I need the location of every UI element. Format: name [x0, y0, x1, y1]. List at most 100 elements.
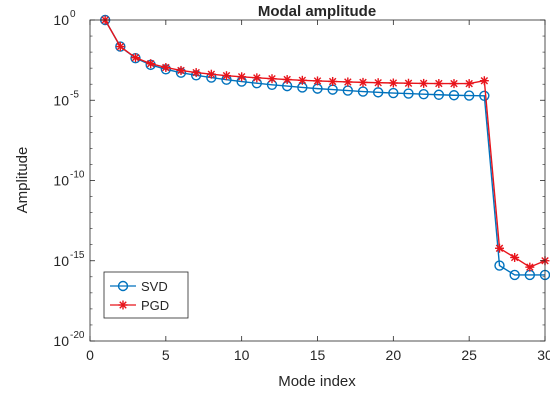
- x-tick-label: 25: [461, 347, 477, 363]
- data-point-svd: [448, 90, 460, 101]
- x-axis-label: Mode index: [278, 373, 356, 390]
- y-tick-exponent: -15: [70, 250, 85, 261]
- y-tick-exponent: -10: [70, 170, 85, 181]
- data-point-pgd: [161, 62, 171, 72]
- data-point-pgd: [206, 69, 216, 79]
- y-tick-label: 10: [53, 12, 69, 28]
- data-point-pgd: [313, 76, 322, 86]
- data-point-pgd-stroke: [419, 79, 428, 88]
- x-tick-labels: 0 5 10 15 20 25 30: [86, 347, 550, 363]
- x-tick-label: 15: [310, 347, 326, 363]
- legend-marker-pgd: [118, 300, 128, 310]
- data-point-pgd-stroke: [192, 68, 200, 77]
- legend-entry-pgd: PGD: [110, 298, 169, 313]
- y-tick-exponent: -5: [70, 89, 79, 100]
- data-point-pgd-stroke: [374, 78, 382, 87]
- axes-layer: [89, 19, 546, 342]
- data-point-svd: [463, 90, 475, 101]
- data-point-svd: [372, 87, 384, 98]
- data-point-pgd-stroke: [268, 74, 276, 83]
- data-point-pgd-stroke: [328, 77, 337, 86]
- data-point-pgd-stroke: [283, 75, 291, 84]
- data-point-pgd-stroke: [222, 71, 231, 80]
- data-point-pgd: [419, 78, 429, 88]
- data-point-pgd: [510, 252, 520, 262]
- legend: SVD PGD: [103, 271, 189, 319]
- y-tick-exponent: 0: [70, 9, 76, 20]
- chart-title: Modal amplitude: [258, 3, 376, 20]
- data-point-pgd-stroke: [162, 63, 170, 72]
- data-point-pgd: [449, 79, 459, 89]
- data-point-svd: [509, 269, 520, 281]
- data-point-pgd: [495, 243, 504, 253]
- data-point-pgd: [282, 75, 292, 85]
- data-point-pgd: [146, 59, 156, 69]
- data-point-pgd-stroke: [389, 79, 398, 87]
- data-point-pgd: [131, 53, 140, 63]
- data-point-pgd-stroke: [237, 73, 246, 81]
- data-point-pgd-stroke: [116, 42, 125, 51]
- y-axis-label: Amplitude: [14, 147, 31, 214]
- data-point-pgd-stroke: [465, 79, 473, 88]
- data-point-pgd-stroke: [435, 79, 443, 88]
- data-point-pgd: [343, 77, 353, 87]
- y-tick-label: 10: [53, 92, 69, 108]
- data-point-svd: [418, 88, 429, 100]
- series-layer: [99, 14, 550, 281]
- x-tick-label: 30: [537, 347, 550, 363]
- x-tick-label: 10: [234, 347, 250, 363]
- legend-svd-marker: [117, 280, 129, 292]
- legend-marker-svd: [117, 280, 129, 292]
- data-point-pgd: [388, 78, 398, 88]
- y-tick-label: 10: [53, 173, 69, 189]
- data-point-pgd-stroke: [480, 76, 489, 85]
- y-tick-exponent: -20: [70, 330, 85, 341]
- data-point-pgd: [404, 78, 413, 88]
- data-point-pgd-stroke: [510, 253, 519, 262]
- data-point-pgd: [328, 76, 338, 86]
- data-point-pgd-stroke: [146, 59, 155, 68]
- data-point-svd: [403, 88, 414, 99]
- data-point-pgd: [176, 65, 186, 75]
- data-point-pgd: [222, 71, 231, 81]
- data-point-pgd: [479, 76, 489, 86]
- data-point-pgd: [237, 72, 247, 82]
- data-point-pgd-stroke: [298, 76, 307, 85]
- data-point-svd: [433, 89, 445, 100]
- data-point-pgd-stroke: [495, 244, 504, 252]
- data-point-pgd-stroke: [344, 78, 352, 86]
- data-point-pgd-stroke: [253, 74, 261, 82]
- data-point-pgd-stroke: [313, 77, 322, 85]
- data-point-pgd-stroke: [359, 78, 367, 87]
- x-tick-label: 20: [386, 347, 402, 363]
- legend-marker-pgd-stroke: [119, 301, 127, 309]
- data-point-pgd: [373, 78, 383, 88]
- data-point-svd: [494, 260, 505, 271]
- data-point-svd: [388, 87, 399, 99]
- series-pgd: [100, 15, 550, 272]
- legend-box: [103, 271, 189, 319]
- data-point-svd: [357, 86, 369, 97]
- legend-svd-label: SVD: [141, 279, 168, 294]
- data-point-pgd-stroke: [404, 79, 413, 87]
- data-point-svd: [479, 90, 490, 101]
- data-point-pgd-stroke: [207, 70, 216, 78]
- data-point-pgd: [267, 74, 277, 84]
- y-tick-label: 10: [53, 253, 69, 269]
- data-point-pgd-stroke: [177, 66, 185, 75]
- legend-entry-svd: SVD: [110, 279, 168, 294]
- legend-pgd-marker: [118, 300, 128, 310]
- data-point-pgd: [191, 68, 201, 78]
- data-point-pgd: [252, 73, 262, 83]
- data-point-pgd: [115, 42, 125, 52]
- data-point-pgd-stroke: [526, 263, 534, 271]
- x-tick-label: 5: [162, 347, 170, 363]
- legend-pgd-label: PGD: [141, 298, 169, 313]
- x-tick-label: 0: [86, 347, 94, 363]
- y-tick-label: 10: [53, 333, 69, 349]
- data-point-pgd: [297, 75, 307, 85]
- data-point-pgd: [358, 77, 368, 87]
- data-point-pgd: [464, 79, 474, 89]
